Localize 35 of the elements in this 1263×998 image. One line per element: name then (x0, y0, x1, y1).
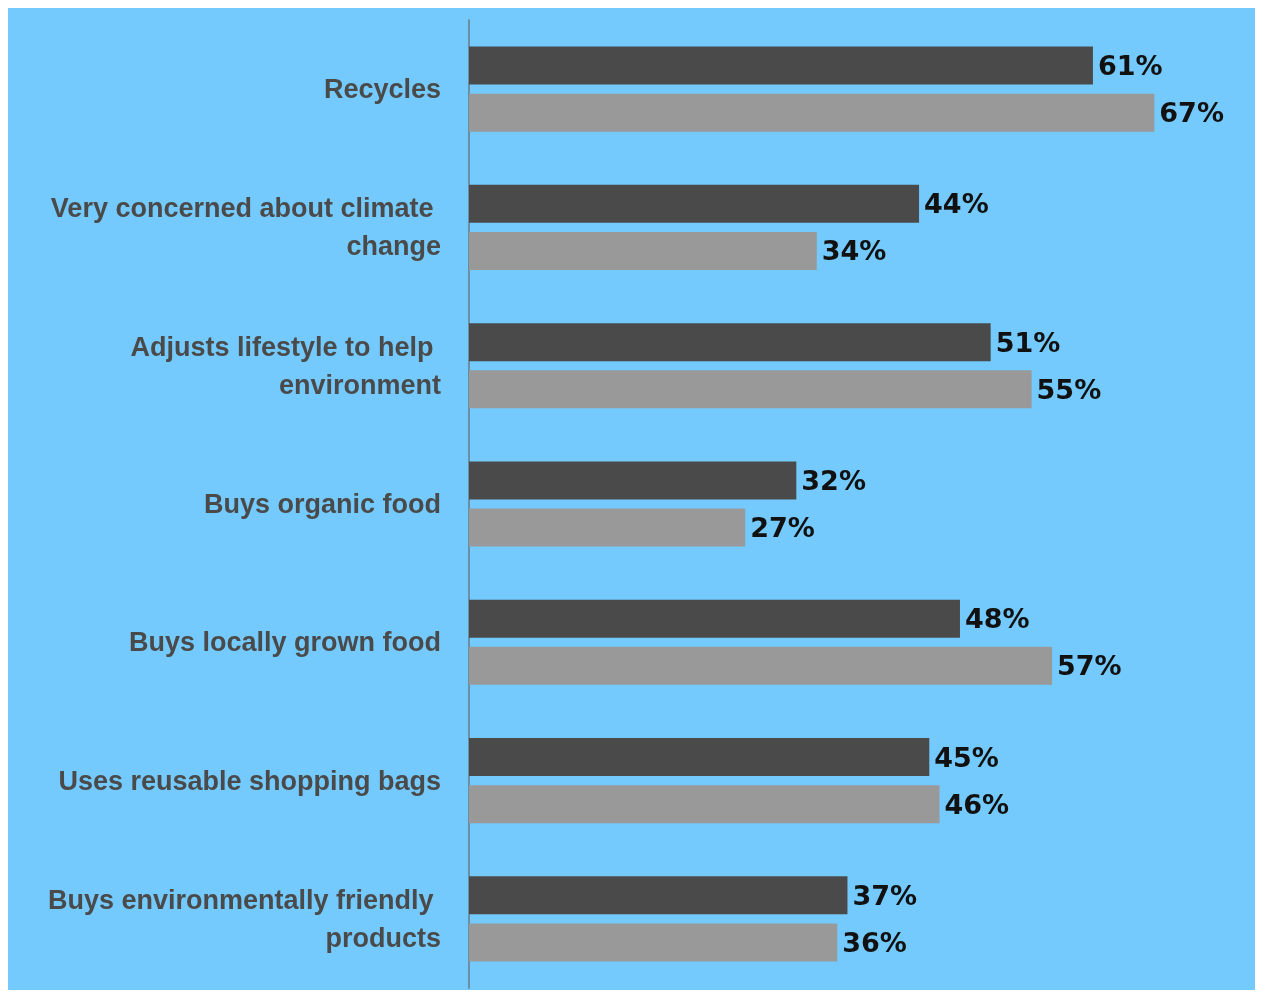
y-tick-label: Very concerned about climate change (50, 193, 441, 262)
data-label: 32% (801, 464, 866, 496)
bar (469, 599, 960, 638)
data-label: 67% (1159, 97, 1224, 129)
bar (469, 323, 991, 362)
bar (469, 231, 817, 270)
bar (469, 508, 746, 547)
data-label: 34% (821, 235, 887, 267)
data-label: 48% (964, 603, 1030, 635)
bar (469, 646, 1053, 685)
data-label: 45% (934, 741, 999, 773)
bar (469, 93, 1155, 132)
bar (469, 785, 940, 824)
bar (469, 876, 848, 915)
bar (469, 923, 838, 962)
data-label: 27% (750, 512, 815, 544)
y-tick-label: Adjusts lifestyle to help environment (130, 331, 441, 400)
data-label: 46% (944, 788, 1010, 820)
data-label: 51% (995, 326, 1061, 358)
data-label: 55% (1036, 373, 1102, 405)
bar (469, 461, 797, 500)
data-label: 57% (1057, 650, 1122, 682)
bar (469, 46, 1093, 85)
y-tick-label: Recycles (323, 74, 441, 105)
y-tick-label: Buys environmentally friendly products (47, 884, 441, 953)
y-tick-label: Buys organic food (203, 489, 441, 519)
data-label: 44% (924, 188, 989, 220)
y-tick-label: Buys locally grown food (128, 627, 441, 658)
bar (469, 184, 920, 223)
data-label: 61% (1097, 50, 1163, 82)
y-tick-label: Uses reusable shopping bags (58, 765, 441, 796)
data-label: 36% (842, 926, 907, 958)
bar (469, 738, 930, 777)
data-label: 37% (852, 879, 918, 911)
bar (469, 370, 1032, 409)
